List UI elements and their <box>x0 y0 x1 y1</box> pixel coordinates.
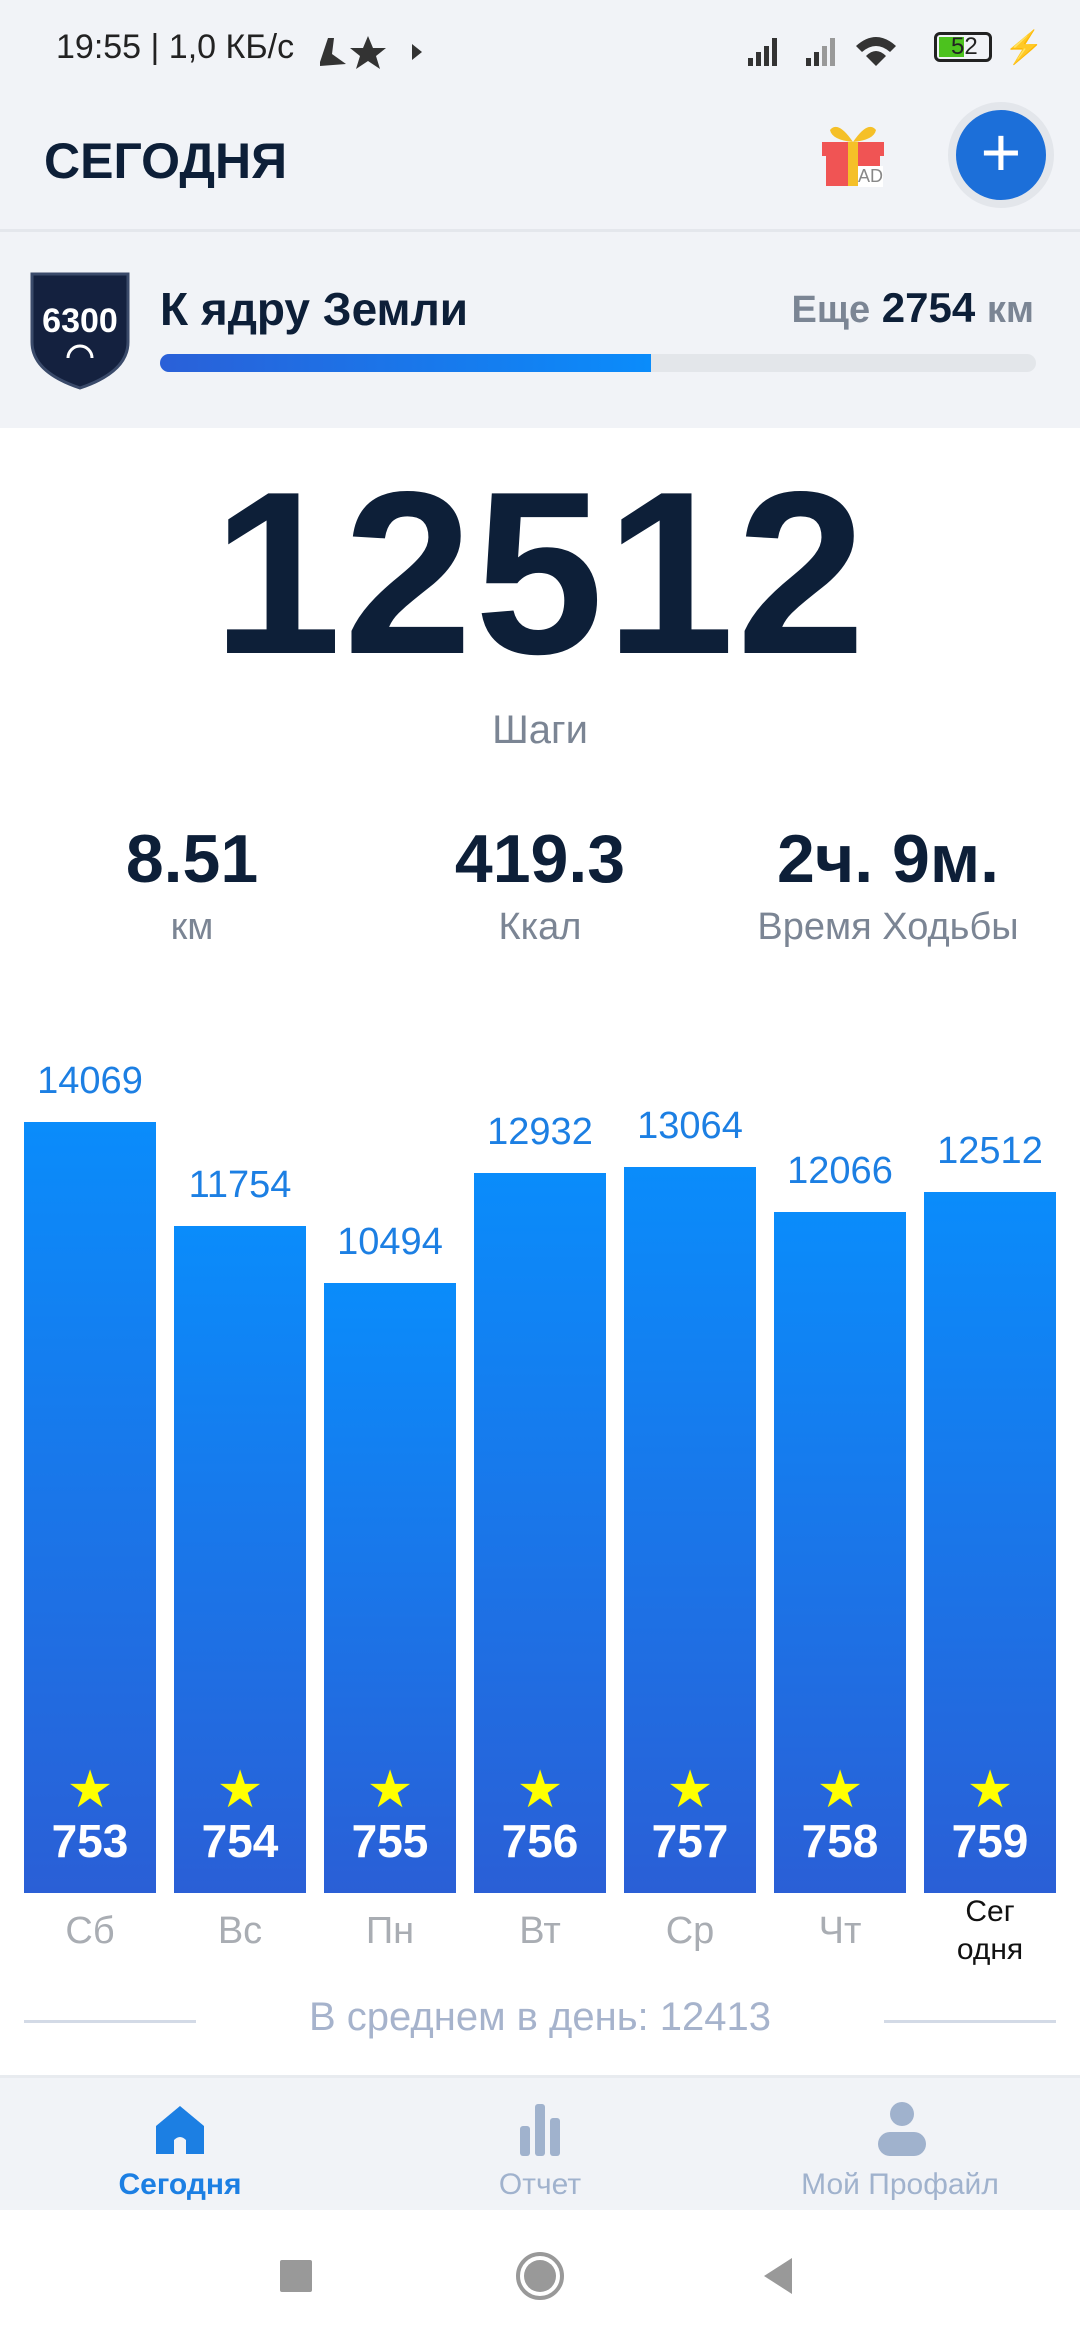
status-bar: 19:55 | 1,0 КБ/с 52 ⚡ <box>0 0 1080 100</box>
daily-average: В среднем в день: 12413 <box>308 1995 772 2039</box>
star-number: 753 <box>51 1815 129 1867</box>
day-label: Сег одня <box>915 1893 1065 1969</box>
divider <box>24 2020 196 2023</box>
steps-count: 12512 <box>212 444 868 703</box>
day-label: Вс <box>217 1910 263 1952</box>
nav-label: Сегодня <box>118 2168 242 2201</box>
remaining-value: 2754 <box>881 284 976 331</box>
stat-value: 2ч. 9м. <box>776 821 1000 897</box>
back-button[interactable] <box>760 2256 796 2296</box>
bar-value-label: 14069 <box>37 1060 143 1102</box>
star-number: 758 <box>801 1815 879 1867</box>
bar-value-label: 12512 <box>937 1129 1043 1172</box>
chart-bar[interactable] <box>924 1191 1056 1893</box>
bar-value-label: 10494 <box>337 1220 443 1263</box>
chart-bar[interactable] <box>24 1122 156 1893</box>
status-notification-icons <box>320 36 422 69</box>
day-label: Пн <box>365 1910 415 1952</box>
recents-button[interactable] <box>280 2260 312 2292</box>
app-header: СЕГОДНЯ AD + <box>0 100 1080 232</box>
chart-bar[interactable] <box>474 1173 606 1893</box>
day-label-part: одня <box>956 1933 1024 1966</box>
stat-value: 8.51 <box>125 821 259 897</box>
stat-label: Ккал <box>498 906 582 948</box>
star-number: 756 <box>501 1815 579 1867</box>
challenge-card[interactable]: 6300 К ядру Земли Еще 2754 км <box>0 232 1080 428</box>
battery-level: 52 <box>951 33 978 60</box>
bar-value-label: 12066 <box>787 1149 893 1192</box>
nav-label: Мой Профайл <box>801 2168 999 2201</box>
chart-bar[interactable] <box>174 1225 306 1893</box>
challenge-remaining: Еще 2754 км <box>792 284 1034 332</box>
remaining-label: Еще <box>791 289 871 331</box>
star-icon: ★ <box>666 1761 714 1819</box>
steps-label: Шаги <box>492 708 588 752</box>
system-nav-bar <box>0 2210 1080 2340</box>
signal-wifi-icons <box>748 37 896 66</box>
progress-fill <box>160 354 651 372</box>
challenge-badge: 6300 <box>28 272 132 390</box>
challenge-name: К ядру Земли <box>160 283 469 335</box>
day-label: Ср <box>665 1910 715 1952</box>
star-icon: ★ <box>966 1761 1014 1819</box>
challenge-progress-bar <box>160 354 1036 372</box>
stat-value: 419.3 <box>454 821 626 897</box>
stat-label: Время Ходьбы <box>757 906 1019 948</box>
nav-label: Отчет <box>498 2168 582 2201</box>
star-number: 759 <box>951 1815 1029 1867</box>
star-number: 755 <box>351 1815 429 1867</box>
day-label: Чт <box>818 1910 862 1952</box>
bar-value-label: 11754 <box>188 1163 292 1206</box>
nav-today[interactable]: Сегодня <box>0 2078 360 2213</box>
star-number: 754 <box>201 1815 279 1867</box>
star-icon: ★ <box>66 1761 114 1819</box>
nav-report[interactable]: Отчет <box>360 2078 720 2213</box>
nav-profile[interactable]: Мой Профайл <box>720 2078 1080 2213</box>
bar-value-label: 12932 <box>487 1111 593 1154</box>
badge-number: 6300 <box>42 302 118 340</box>
star-icon: ★ <box>516 1761 564 1819</box>
add-button[interactable]: + <box>948 102 1054 208</box>
profile-icon <box>878 2102 926 2156</box>
chart-bar[interactable] <box>774 1211 906 1893</box>
home-icon <box>156 2106 204 2154</box>
stat-walk-time: 2ч. 9м. Время Ходьбы <box>708 820 1068 949</box>
chart-bar[interactable] <box>624 1167 756 1893</box>
bar-value-label: 13064 <box>637 1105 743 1148</box>
page-title: СЕГОДНЯ <box>44 133 288 189</box>
gift-ad-button[interactable]: AD <box>818 120 888 190</box>
divider <box>884 2020 1056 2023</box>
plus-icon: + <box>980 113 1022 191</box>
charging-icon: ⚡ <box>1004 29 1044 65</box>
stat-calories: 419.3 Ккал <box>360 820 720 949</box>
star-icon: ★ <box>366 1761 414 1819</box>
battery-icon: 52 <box>934 32 992 62</box>
chart-bar[interactable] <box>324 1282 456 1893</box>
day-label: Сб <box>65 1910 115 1952</box>
remaining-unit: км <box>986 289 1034 331</box>
bottom-nav: Сегодня Отчет Мой Профайл <box>0 2075 1080 2210</box>
star-icon: ★ <box>816 1761 864 1819</box>
ad-label: AD <box>858 166 884 187</box>
stat-distance: 8.51 км <box>12 820 372 949</box>
star-number: 757 <box>651 1815 729 1867</box>
star-icon: ★ <box>216 1761 264 1819</box>
bar-chart-icon <box>520 2104 560 2156</box>
home-button[interactable] <box>516 2252 564 2300</box>
status-time: 19:55 | 1,0 КБ/с <box>56 28 295 66</box>
day-label-part: Сег <box>965 1895 1015 1928</box>
day-label: Вт <box>519 1910 561 1952</box>
stat-label: км <box>170 906 214 948</box>
